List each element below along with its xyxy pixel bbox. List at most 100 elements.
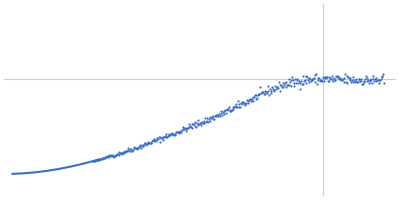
- Point: [280, 85, 286, 88]
- Point: [168, 132, 175, 136]
- Point: [135, 146, 141, 149]
- Point: [352, 79, 359, 82]
- Point: [376, 78, 382, 82]
- Point: [160, 136, 166, 139]
- Point: [314, 78, 321, 81]
- Point: [99, 157, 106, 160]
- Point: [316, 79, 323, 82]
- Point: [310, 77, 316, 81]
- Point: [364, 76, 370, 79]
- Point: [306, 77, 312, 80]
- Point: [96, 158, 102, 161]
- Point: [214, 113, 220, 117]
- Point: [177, 130, 184, 133]
- Point: [100, 156, 107, 160]
- Point: [260, 90, 266, 94]
- Point: [116, 153, 122, 156]
- Point: [290, 78, 296, 81]
- Point: [327, 76, 334, 79]
- Point: [294, 78, 301, 81]
- Point: [118, 152, 125, 155]
- Point: [102, 156, 108, 159]
- Point: [246, 98, 252, 102]
- Point: [345, 76, 351, 79]
- Point: [275, 87, 281, 90]
- Point: [378, 74, 385, 77]
- Point: [238, 103, 245, 106]
- Point: [169, 131, 176, 134]
- Point: [161, 136, 167, 139]
- Point: [183, 130, 190, 133]
- Point: [185, 126, 191, 129]
- Point: [332, 78, 338, 81]
- Point: [207, 120, 214, 123]
- Point: [338, 79, 344, 82]
- Point: [292, 77, 298, 80]
- Point: [262, 89, 268, 93]
- Point: [271, 88, 278, 91]
- Point: [118, 151, 124, 154]
- Point: [255, 93, 261, 96]
- Point: [288, 79, 295, 82]
- Point: [249, 97, 255, 100]
- Point: [231, 106, 237, 109]
- Point: [326, 76, 333, 79]
- Point: [349, 80, 356, 83]
- Point: [350, 75, 356, 79]
- Point: [108, 154, 114, 157]
- Point: [220, 110, 226, 113]
- Point: [151, 138, 158, 141]
- Point: [371, 79, 377, 82]
- Point: [186, 122, 192, 125]
- Point: [335, 74, 342, 77]
- Point: [215, 113, 222, 116]
- Point: [328, 77, 335, 81]
- Point: [159, 137, 165, 140]
- Point: [296, 79, 302, 83]
- Point: [307, 77, 313, 81]
- Point: [166, 133, 172, 136]
- Point: [352, 81, 358, 84]
- Point: [94, 158, 100, 162]
- Point: [155, 138, 161, 141]
- Point: [293, 82, 299, 85]
- Point: [198, 123, 204, 126]
- Point: [115, 153, 121, 156]
- Point: [137, 144, 144, 147]
- Point: [124, 147, 131, 150]
- Point: [180, 125, 187, 128]
- Point: [373, 80, 380, 83]
- Point: [139, 144, 146, 147]
- Point: [194, 122, 200, 125]
- Point: [267, 87, 273, 90]
- Point: [332, 78, 339, 82]
- Point: [308, 78, 315, 81]
- Point: [211, 118, 217, 121]
- Point: [244, 99, 251, 102]
- Point: [276, 80, 282, 83]
- Point: [358, 80, 364, 83]
- Point: [339, 78, 345, 82]
- Point: [331, 76, 337, 79]
- Point: [122, 149, 128, 153]
- Point: [322, 75, 328, 78]
- Point: [240, 101, 246, 104]
- Point: [287, 80, 293, 84]
- Point: [337, 76, 343, 79]
- Point: [250, 96, 257, 99]
- Point: [279, 82, 286, 85]
- Point: [265, 84, 272, 87]
- Point: [191, 122, 197, 126]
- Point: [354, 80, 360, 83]
- Point: [133, 146, 140, 149]
- Point: [365, 79, 372, 82]
- Point: [193, 125, 199, 128]
- Point: [305, 78, 311, 81]
- Point: [119, 151, 126, 154]
- Point: [154, 136, 161, 139]
- Point: [167, 134, 173, 137]
- Point: [147, 141, 153, 144]
- Point: [203, 119, 210, 122]
- Point: [132, 146, 138, 149]
- Point: [140, 144, 146, 147]
